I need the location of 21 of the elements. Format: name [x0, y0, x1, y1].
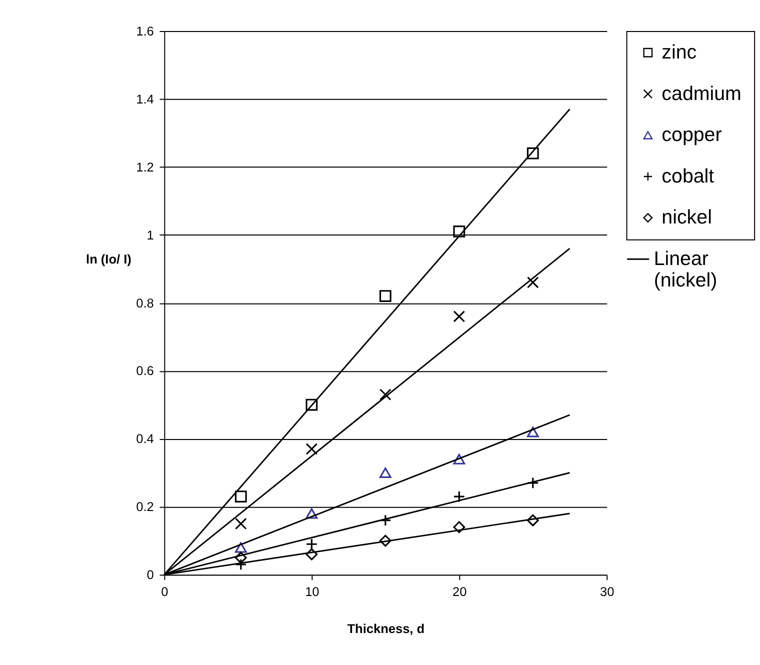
x-tick-label: 20 [452, 584, 467, 599]
y-tick-label: 0.2 [136, 499, 154, 514]
legend-label: Linear (nickel) [654, 248, 718, 292]
legend-label: copper [662, 124, 722, 146]
y-axis-title: ln (Io/ I) [86, 252, 132, 267]
x-tick-label: 30 [600, 584, 614, 599]
legend-label: nickel [662, 206, 712, 229]
x-axis-title: Thickness, d [347, 621, 425, 636]
y-tick-label: 0.8 [136, 295, 154, 310]
y-tick-label: 1 [146, 227, 154, 242]
legend-label: zinc [662, 42, 697, 64]
legend-label: cadmium [662, 82, 742, 105]
y-tick-label: 1.2 [136, 159, 154, 174]
legend-label: cobalt [662, 165, 715, 188]
x-tick-label: 10 [305, 584, 320, 599]
y-tick-label: 1.6 [136, 23, 154, 38]
y-tick-label: 1.4 [136, 91, 154, 106]
x-tick-label: 0 [161, 584, 168, 599]
y-tick-label: 0.6 [136, 363, 154, 378]
y-tick-label: 0.4 [136, 431, 154, 446]
y-tick-label: 0 [146, 567, 154, 582]
